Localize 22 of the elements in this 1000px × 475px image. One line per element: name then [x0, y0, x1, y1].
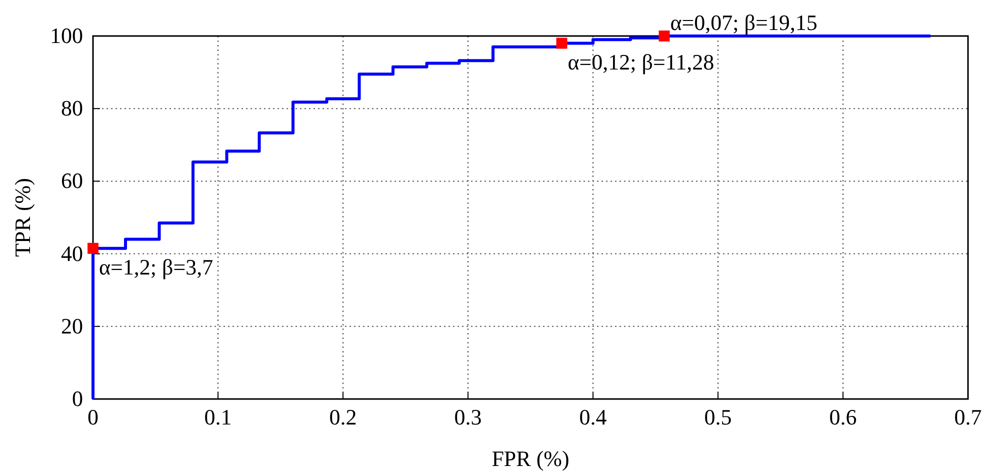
x-tick-label: 0.3	[454, 404, 482, 430]
point	[88, 242, 98, 254]
y-tick-label: 80	[61, 96, 83, 121]
x-tick-label: 0.2	[329, 404, 357, 430]
x-tick-label: 0.4	[579, 404, 607, 430]
point	[658, 30, 670, 42]
x-tick-label: 0.1	[204, 404, 232, 430]
x-tick-label: 0.7	[954, 404, 982, 430]
y-tick-label: 20	[61, 313, 83, 338]
y-tick-label: 100	[50, 23, 83, 48]
x-axis-title: FPR (%)	[492, 446, 570, 471]
x-tick-label: 0	[88, 404, 98, 430]
x-tick-label: 0.6	[829, 404, 857, 430]
y-axis-title: TPR (%)	[10, 178, 35, 257]
point	[556, 38, 568, 49]
y-tick-label: 40	[61, 240, 83, 266]
y-tick-label: 60	[61, 168, 83, 194]
annotation: α=1,2; β=3,7	[99, 254, 214, 280]
y-tick-label: 0	[72, 386, 83, 412]
annotation: α=0,07; β=19,15	[670, 10, 818, 35]
annotation: α=0,12; β=11,28	[568, 49, 714, 74]
x-tick-label: 0.5	[704, 404, 732, 430]
